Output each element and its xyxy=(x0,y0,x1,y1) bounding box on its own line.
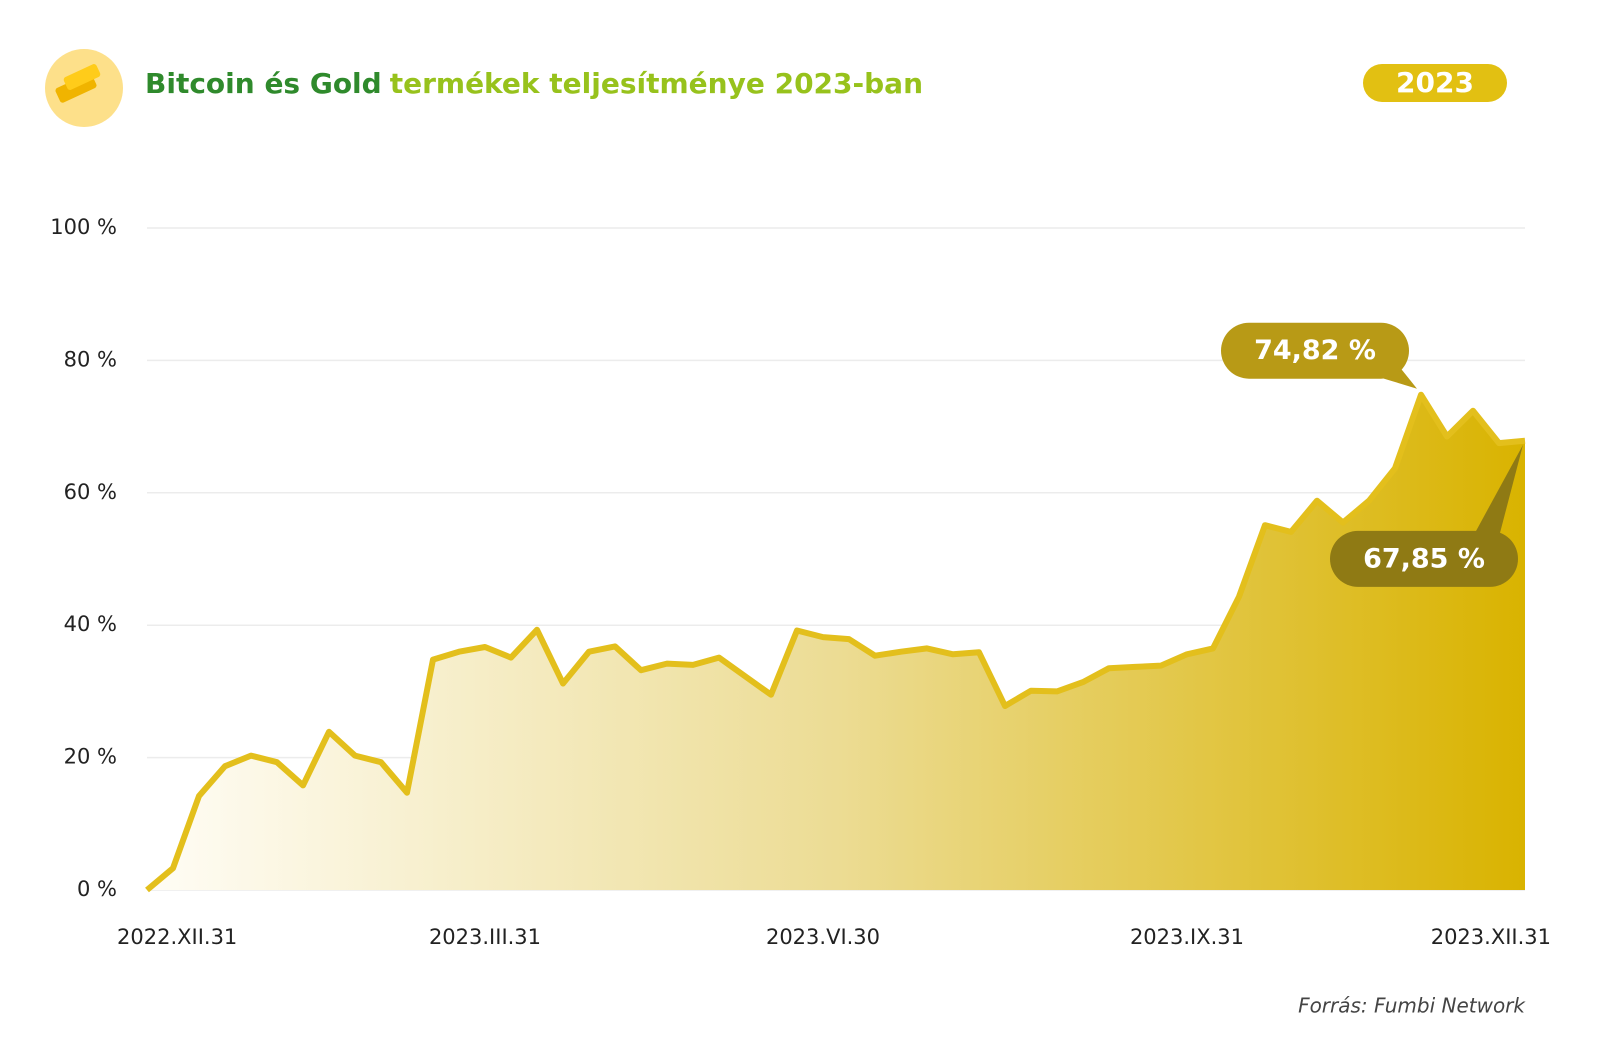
badge xyxy=(1363,64,1507,102)
x-tick-label: 2022.XII.31 xyxy=(117,925,237,949)
annotation: 74,82 % xyxy=(1221,322,1417,389)
value-label: 74,82 % xyxy=(1254,335,1376,366)
y-tick-label: 20 % xyxy=(64,745,117,769)
y-tick-label: 80 % xyxy=(64,347,117,371)
annotation-pointer xyxy=(1475,444,1523,533)
x-tick-label: 2023.III.31 xyxy=(429,925,541,949)
y-tick-label: 60 % xyxy=(64,480,117,504)
annotation: 67,85 % xyxy=(1330,444,1523,587)
y-tick-label: 100 % xyxy=(50,215,117,239)
value-label: 67,85 % xyxy=(1363,543,1485,574)
title-strong: Bitcoin és Gold xyxy=(145,67,382,100)
icon xyxy=(45,49,123,127)
annotation-box xyxy=(1330,530,1518,587)
x-tick-label: 2023.VI.30 xyxy=(766,925,880,949)
badge-text: 2023 xyxy=(1396,66,1474,99)
line xyxy=(145,391,1526,893)
annotation-box xyxy=(1221,322,1409,379)
y-tick-label: 0 % xyxy=(77,877,117,901)
title: termékek teljesítménye 2023-ban xyxy=(390,67,923,100)
chart-title: Bitcoin és Gold termékek teljesítménye 20… xyxy=(145,67,923,100)
x-tick-label: 2023.XII.31 xyxy=(1431,925,1551,949)
area xyxy=(147,394,1525,890)
x-tick-label: 2023.IX.31 xyxy=(1130,925,1244,949)
source: Forrás: Fumbi Network xyxy=(1298,994,1526,1018)
y-tick-label: 40 % xyxy=(64,612,117,636)
